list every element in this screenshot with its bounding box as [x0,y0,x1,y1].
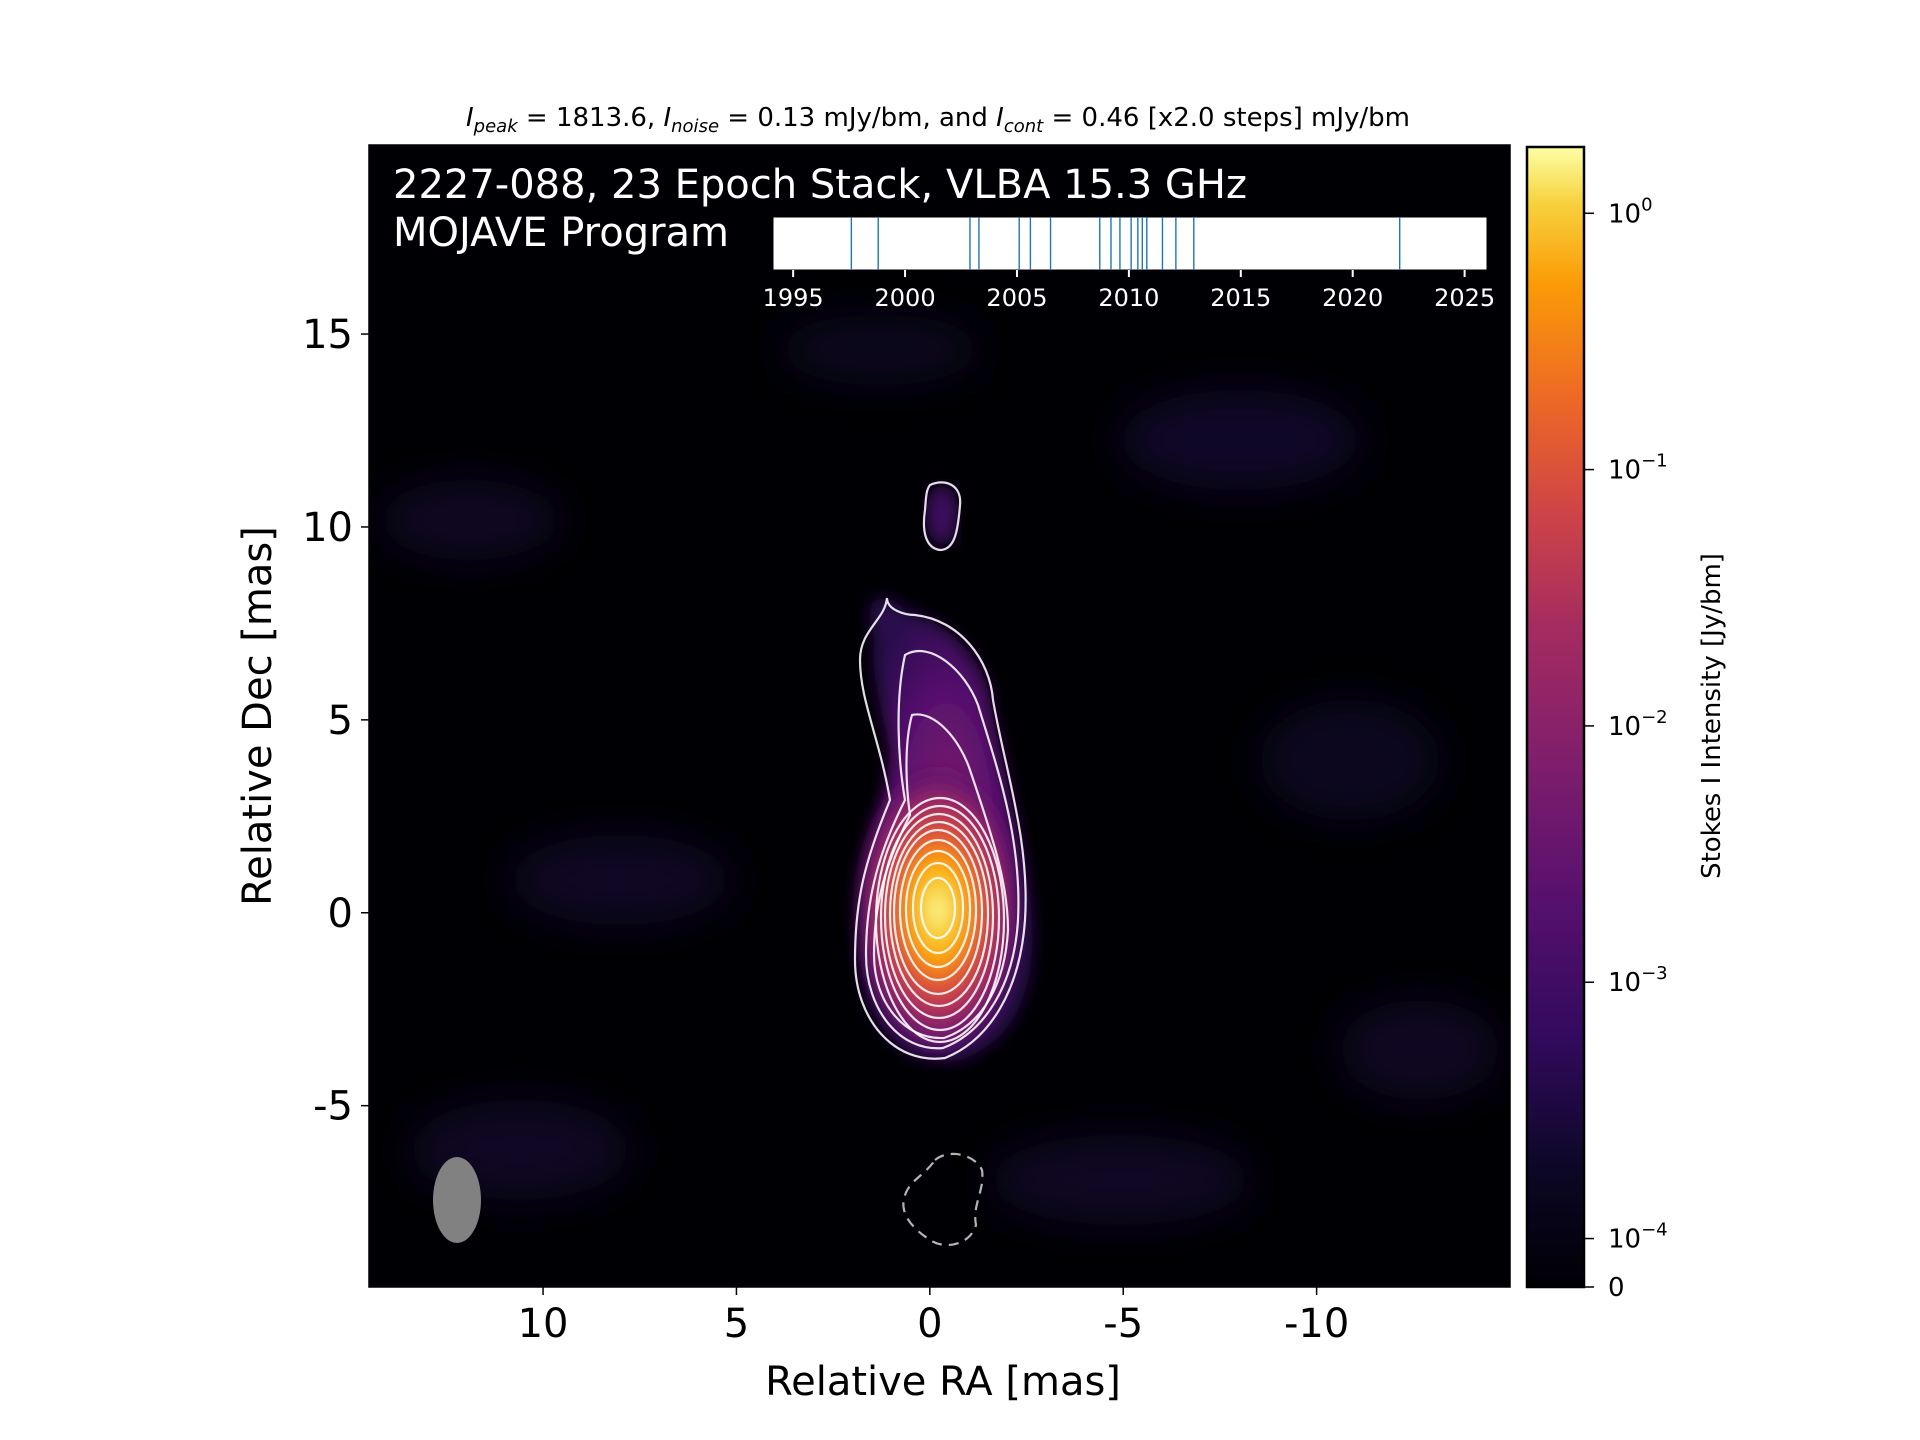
cont-symbol: I [996,103,1004,133]
epoch-axis: 1995 2000 2005 2010 2015 2020 2025 [763,270,1495,312]
y-axis: 15 10 5 0 -5 [302,312,369,1130]
peak-subscript: peak [473,116,520,137]
cont-text: = 0.46 [x2.0 steps] mJy/bm [1043,103,1410,133]
epoch-inset: 1995 2000 2005 2010 2015 2020 2025 [763,216,1495,312]
epoch-tick-label: 2020 [1322,284,1383,312]
contour-9 [898,838,978,982]
colorbar-tick-label: 0 [1608,1273,1625,1303]
contour-6 [883,812,995,1020]
y-axis-label: Relative Dec [mas] [235,526,281,906]
y-tick-label: 10 [302,505,353,551]
epoch-tick-label: 2000 [875,284,936,312]
epoch-tick-label: 2005 [986,284,1047,312]
colorbar: 100 10−1 10−2 10−3 10−4 0 Stokes I Intensity … [1525,145,1727,1303]
x-tick-label: -10 [1284,1301,1349,1347]
contour-12 [919,876,957,940]
epoch-tick-label: 2010 [1098,284,1159,312]
y-tick-label: -5 [313,1084,353,1130]
contour-10 [904,849,972,969]
contour-2 [864,649,1020,1050]
x-tick-label: -5 [1103,1301,1143,1347]
north-blob-contour [922,481,962,552]
peak-text: = 1813.6, [518,103,664,133]
peak-symbol: I [466,103,474,133]
x-tick-label: 10 [518,1301,569,1347]
x-axis-label: Relative RA [mas] [765,1359,1121,1405]
negative-contour [902,1152,984,1247]
contour-5 [879,804,1001,1032]
contour-4 [874,796,1006,1044]
noise-symbol: I [663,103,671,133]
contour-3 [872,713,1010,1040]
y-tick-label: 5 [328,698,353,744]
epoch-inset-box [772,216,1488,271]
figure-header: Ipeak = 1813.6, Inoise = 0.13 mJy/bm, an… [466,103,1410,137]
map-frame [368,144,1511,1288]
contour-7 [888,820,990,1008]
contour-8 [892,828,984,996]
colorbar-gradient [1525,145,1586,1289]
north-blob-emission [926,485,958,545]
intensity-contours [853,481,1027,1247]
colorbar-tick-label: 10−1 [1608,451,1668,486]
outer-contour [853,597,1027,1060]
y-tick-label: 15 [302,312,353,358]
noise-text: = 0.13 mJy/bm, and [719,103,996,133]
epoch-tick-label: 2015 [1210,284,1271,312]
colorbar-label: Stokes I Intensity [Jy/bm] [1697,553,1727,879]
map-title: 2227-088, 23 Epoch Stack, VLBA 15.3 GHz [393,162,1247,208]
contour-11 [911,861,965,955]
y-tick-label: 0 [328,891,353,937]
colorbar-tick-label: 10−4 [1608,1220,1668,1255]
x-axis: 10 5 0 -5 -10 [518,1287,1349,1347]
beam-ellipse [433,1157,481,1243]
epoch-lines [850,217,1401,270]
colorbar-ticks: 100 10−1 10−2 10−3 10−4 0 [1584,194,1668,1303]
epoch-tick-label: 1995 [763,284,824,312]
colorbar-tick-label: 100 [1608,194,1653,229]
colorbar-tick-label: 10−3 [1608,963,1668,998]
x-tick-label: 0 [917,1301,942,1347]
colorbar-tick-label: 10−2 [1608,707,1668,742]
map-subtitle: MOJAVE Program [393,210,729,256]
epoch-tick-label: 2025 [1434,284,1495,312]
cont-subscript: cont [1004,116,1044,137]
noise-subscript: noise [671,116,719,137]
x-tick-label: 5 [724,1301,749,1347]
map-panel: 2227-088, 23 Epoch Stack, VLBA 15.3 GHz … [235,144,1511,1405]
